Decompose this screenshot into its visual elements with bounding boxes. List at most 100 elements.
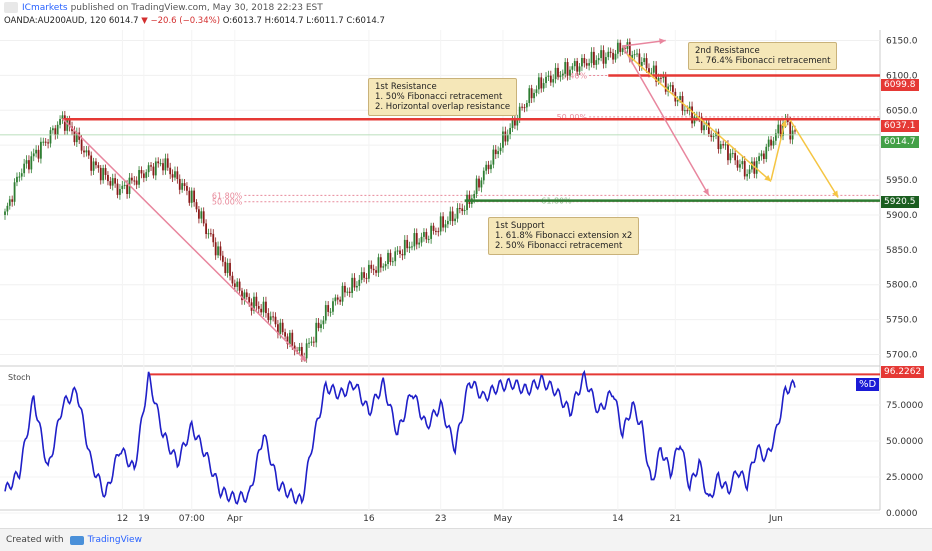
tradingview-brand[interactable]: TradingView xyxy=(87,535,142,545)
ext-arrow-3 xyxy=(789,119,839,198)
candle-body xyxy=(16,176,18,183)
price-tick-label: 6050.0 xyxy=(886,106,918,116)
candle-body xyxy=(418,242,421,245)
candle-body xyxy=(300,347,303,358)
candle-body xyxy=(75,132,78,143)
stoch-tick-label: 0.0000 xyxy=(886,509,918,519)
candle-body xyxy=(717,131,720,150)
candle-body xyxy=(449,211,452,221)
candle-body xyxy=(432,225,435,231)
candle-body xyxy=(219,246,222,256)
candle-body xyxy=(487,164,490,170)
candle-body xyxy=(492,149,495,165)
candle-body xyxy=(68,120,71,127)
candle-body xyxy=(480,180,483,188)
candle-body xyxy=(468,194,471,204)
candle-body xyxy=(509,127,512,135)
candle-body xyxy=(305,343,308,359)
candle-body xyxy=(439,216,442,232)
candle-body xyxy=(260,308,263,313)
candle-body xyxy=(597,58,600,61)
candle-body xyxy=(528,88,531,103)
candle-body xyxy=(255,296,258,307)
candle-body xyxy=(593,51,595,65)
candle-body xyxy=(73,131,76,143)
candle-body xyxy=(365,277,368,279)
first-support-note[interactable]: 1st Support 1. 61.8% Fibonacci extension… xyxy=(488,217,640,255)
candle-body xyxy=(621,48,624,52)
candle-body xyxy=(351,277,354,293)
candle-body xyxy=(583,57,586,64)
footer-bar: Created with TradingView xyxy=(0,528,932,551)
candle-body xyxy=(363,272,365,278)
ohlc-high: H:6014.7 xyxy=(264,16,304,26)
candle-body xyxy=(638,53,641,67)
candle-body xyxy=(205,223,207,234)
candle-body xyxy=(444,224,447,228)
time-tick-label: 12 xyxy=(117,514,128,524)
candle-body xyxy=(722,144,725,146)
fib-level-label: 61.80% xyxy=(212,191,243,200)
last-value: 6014.7 xyxy=(108,16,139,26)
candle-body xyxy=(758,156,760,161)
candle-body xyxy=(729,153,732,161)
candle-body xyxy=(253,296,255,311)
candle-body xyxy=(700,117,703,131)
second-resistance-price-label: 6099.8 xyxy=(881,79,919,91)
candle-body xyxy=(109,181,112,186)
candle-body xyxy=(8,199,11,206)
candle-body xyxy=(181,183,184,190)
candle-body xyxy=(686,110,689,112)
candle-body xyxy=(25,160,28,164)
candle-body xyxy=(561,73,564,76)
candle-body xyxy=(430,225,433,239)
candle-body xyxy=(779,124,782,136)
candle-body xyxy=(265,301,267,314)
candle-body xyxy=(552,79,555,83)
candle-body xyxy=(190,190,193,203)
time-tick-label: 14 xyxy=(612,514,624,524)
candle-body xyxy=(186,185,188,191)
fib-arrow-2-head xyxy=(659,38,666,45)
candle-body xyxy=(475,178,478,195)
candle-body xyxy=(494,149,497,155)
candle-body xyxy=(372,268,375,271)
second-resistance-note[interactable]: 2nd Resistance 1. 76.4% Fibonacci retrac… xyxy=(688,42,838,70)
candle-body xyxy=(554,67,557,80)
candle-body xyxy=(748,169,751,174)
candle-body xyxy=(425,232,428,240)
candle-body xyxy=(348,291,351,293)
candle-body xyxy=(164,158,167,171)
candle-body xyxy=(633,54,636,56)
symbol-label[interactable]: OANDA:AU200AUD, 120 xyxy=(4,16,107,26)
candle-body xyxy=(310,341,313,343)
candle-body xyxy=(533,92,535,99)
stoch-tick-label: 50.0000 xyxy=(886,437,923,447)
candle-body xyxy=(320,324,322,329)
first-resistance-note[interactable]: 1st Resistance 1. 50% Fibonacci retracem… xyxy=(368,78,518,116)
candle-body xyxy=(518,106,521,119)
candle-body xyxy=(200,211,203,219)
change-value: ▼ −20.6 (−0.34%) xyxy=(141,16,221,26)
candle-body xyxy=(600,50,602,59)
candle-body xyxy=(549,75,552,83)
publisher-name[interactable]: ICmarkets xyxy=(22,3,68,13)
candle-body xyxy=(176,171,179,179)
candle-body xyxy=(640,61,643,67)
ohlc-open: O:6013.7 xyxy=(222,16,262,26)
candle-body xyxy=(762,153,765,159)
candle-body xyxy=(590,51,593,64)
candle-body xyxy=(741,161,744,165)
candle-body xyxy=(286,336,289,345)
candle-body xyxy=(765,146,768,159)
time-tick-label: 21 xyxy=(670,514,681,524)
candle-body xyxy=(664,75,667,92)
candle-body xyxy=(241,290,243,301)
candle-body xyxy=(13,182,16,202)
candle-body xyxy=(437,231,440,233)
candle-body xyxy=(238,281,241,291)
price-tick-label: 5750.0 xyxy=(886,316,918,326)
time-tick-label: 19 xyxy=(138,514,150,524)
candle-body xyxy=(104,168,107,175)
candle-body xyxy=(490,164,492,170)
